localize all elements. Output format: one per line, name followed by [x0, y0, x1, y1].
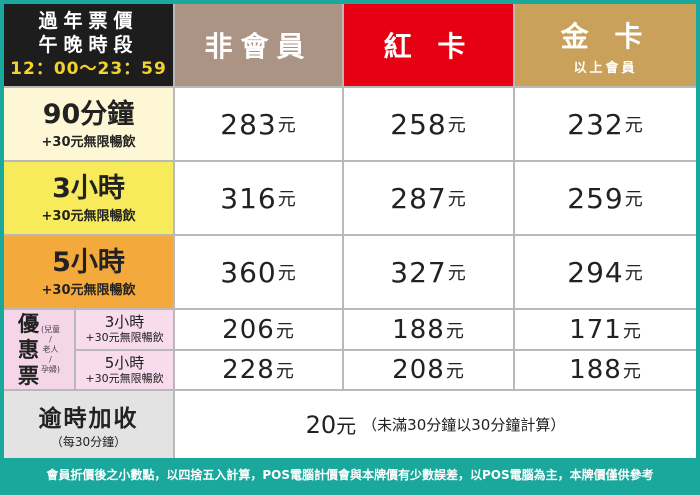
price-cell: 206 元 — [175, 310, 344, 351]
price-unit: 元 — [277, 263, 297, 284]
price-cell: 287 元 — [344, 162, 515, 236]
discount-note-part: 老人 — [42, 344, 59, 354]
discount-char: 票 — [17, 363, 39, 388]
price-cell: 316 元 — [175, 162, 344, 236]
discount-item-5h: 5小時 +30元無限暢飲 — [76, 350, 173, 389]
row-label-sub: +30元無限暢飲 — [41, 208, 136, 224]
price-unit: 元 — [445, 320, 465, 342]
overtime-label: 逾時加收 （每30分鐘） — [4, 391, 175, 458]
price-cell: 259 元 — [515, 162, 696, 236]
price-value: 327 — [390, 255, 447, 289]
price-unit: 元 — [624, 115, 644, 136]
discount-item-sub: +30元無限暢飲 — [85, 371, 164, 385]
col-header-non-member: 非會員 — [175, 4, 344, 88]
price-unit: 元 — [277, 115, 297, 136]
discount-label-block: 優 惠 票 (兒童 / 老人 / 孕婦) 3小時 +30元無限暢飲 — [4, 310, 175, 391]
col-header-red-card: 紅 卡 — [344, 4, 515, 88]
overtime-note: （未滿30分鐘以30分鐘計算） — [362, 416, 566, 434]
price-unit: 元 — [275, 361, 295, 382]
price-unit: 元 — [447, 115, 467, 136]
row-label-5h: 5小時 +30元無限暢飲 — [4, 236, 175, 310]
price-cell: 232 元 — [515, 88, 696, 162]
discount-note-part: / — [49, 354, 52, 364]
overtime-label-text: 逾時加收 — [38, 406, 139, 432]
price-unit: 元 — [624, 263, 644, 284]
table-title: 過年票價 午晚時段 12：00～23：59 — [4, 4, 175, 88]
price-unit: 元 — [447, 263, 467, 284]
discount-note-part: / — [49, 334, 52, 344]
footer-disclaimer: 會員折價後之小數點，以四捨五入計算，POS電腦計價會與本牌價有少數誤差，以POS… — [46, 468, 654, 482]
discount-item-label: 3小時 — [104, 313, 145, 332]
row-label-text: 90分鐘 — [42, 98, 135, 130]
col-header-gold-card-sub: 以上會員 — [573, 60, 638, 76]
row-label-90min: 90分鐘 +30元無限暢飲 — [4, 88, 175, 162]
price-value: 259 — [567, 181, 624, 215]
discount-note-part: (兒童 — [40, 324, 61, 334]
price-unit: 元 — [447, 189, 467, 210]
discount-title: 優 惠 票 — [18, 311, 39, 389]
price-value: 188 — [392, 314, 445, 345]
price-value: 283 — [220, 107, 277, 141]
col-header-non-member-label: 非會員 — [204, 30, 313, 63]
price-unit: 元 — [445, 361, 465, 382]
price-cell: 188 元 — [344, 310, 515, 351]
price-cell: 228 元 — [175, 351, 344, 391]
col-header-gold-card: 金 卡 以上會員 — [515, 4, 696, 88]
row-label-sub: +30元無限暢飲 — [41, 134, 136, 150]
overtime-label-sub: （每30分鐘） — [50, 435, 127, 449]
price-unit: 元 — [622, 320, 642, 342]
discount-items: 3小時 +30元無限暢飲 5小時 +30元無限暢飲 — [76, 310, 173, 389]
price-cell: 283 元 — [175, 88, 344, 162]
row-label-text: 5小時 — [52, 246, 125, 278]
col-header-gold-card-label: 金 卡 — [560, 19, 651, 53]
price-cell: 208 元 — [344, 351, 515, 391]
discount-side: 優 惠 票 (兒童 / 老人 / 孕婦) — [4, 310, 76, 389]
price-value: 188 — [569, 355, 622, 385]
price-unit: 元 — [624, 189, 644, 210]
row-label-text: 3小時 — [52, 172, 125, 204]
price-cell: 360 元 — [175, 236, 344, 310]
price-table: 過年票價 午晚時段 12：00～23：59 非會員 紅 卡 金 卡 以上會員 9… — [4, 4, 696, 458]
price-value: 360 — [220, 255, 277, 289]
price-value: 294 — [567, 255, 624, 289]
price-unit: 元 — [277, 189, 297, 210]
title-line2: 午晚時段 — [38, 34, 139, 56]
overtime-price: 20 — [305, 410, 337, 439]
price-value: 228 — [222, 355, 275, 385]
price-table-frame: 過年票價 午晚時段 12：00～23：59 非會員 紅 卡 金 卡 以上會員 9… — [4, 4, 696, 458]
title-line1: 過年票價 — [38, 10, 139, 32]
price-cell: 327 元 — [344, 236, 515, 310]
price-value: 258 — [390, 107, 447, 141]
price-value: 287 — [390, 181, 447, 215]
price-value: 232 — [567, 107, 624, 141]
price-cell: 258 元 — [344, 88, 515, 162]
row-label-3h: 3小時 +30元無限暢飲 — [4, 162, 175, 236]
price-unit: 元 — [622, 361, 642, 382]
price-unit: 元 — [275, 320, 295, 342]
price-cell: 294 元 — [515, 236, 696, 310]
col-header-red-card-label: 紅 卡 — [383, 30, 474, 63]
discount-item-sub: +30元無限暢飲 — [85, 331, 164, 345]
discount-note-part: 孕婦) — [40, 364, 61, 374]
discount-note: (兒童 / 老人 / 孕婦) — [41, 325, 60, 375]
discount-char: 優 — [17, 311, 39, 336]
price-unit: 元 — [336, 414, 357, 438]
discount-item-label: 5小時 — [104, 353, 145, 372]
price-value: 316 — [220, 181, 277, 215]
discount-item-3h: 3小時 +30元無限暢飲 — [76, 310, 173, 351]
row-label-sub: +30元無限暢飲 — [41, 282, 136, 298]
price-value: 171 — [569, 314, 622, 345]
price-cell: 171 元 — [515, 310, 696, 351]
title-time: 12：00～23：59 — [10, 59, 167, 79]
discount-char: 惠 — [17, 337, 39, 362]
price-value: 208 — [392, 355, 445, 385]
price-value: 206 — [222, 314, 275, 345]
overtime-value: 20 元 （未滿30分鐘以30分鐘計算） — [175, 391, 696, 458]
price-cell: 188 元 — [515, 351, 696, 391]
